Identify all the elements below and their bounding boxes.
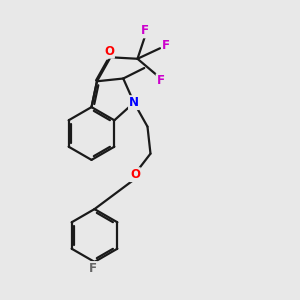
Text: O: O bbox=[104, 45, 114, 58]
Text: F: F bbox=[162, 39, 170, 52]
Text: F: F bbox=[89, 262, 97, 275]
Text: N: N bbox=[129, 96, 139, 109]
Text: F: F bbox=[141, 24, 149, 38]
Text: F: F bbox=[157, 74, 165, 87]
Text: O: O bbox=[130, 168, 140, 181]
